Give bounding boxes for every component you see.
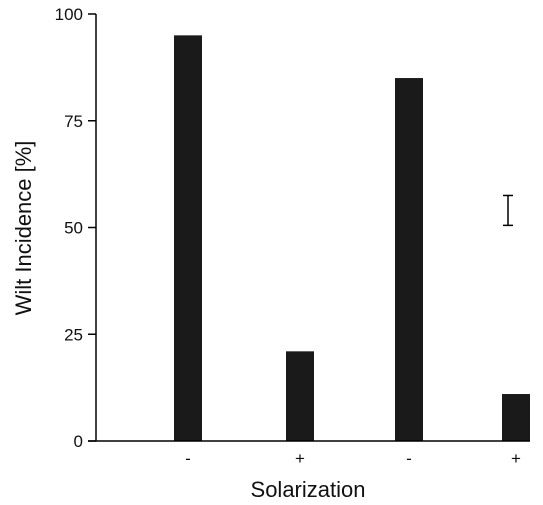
x-axis-title: Solarization — [251, 477, 366, 502]
bar-3 — [395, 78, 423, 442]
x-tick-label: - — [406, 449, 412, 468]
x-tick-label: - — [185, 449, 191, 468]
x-tick-label: + — [511, 449, 521, 468]
y-tick-label: 75 — [64, 112, 83, 131]
bar-4 — [502, 394, 530, 441]
bar-1 — [174, 35, 202, 441]
x-ticks-group: - + - + — [185, 449, 521, 468]
y-axis-title: Wilt Incidence [%] — [11, 141, 36, 316]
bar-2 — [286, 351, 314, 441]
error-bar-group — [503, 194, 513, 227]
y-tick-label: 0 — [74, 432, 83, 451]
y-tick-label: 50 — [64, 219, 83, 238]
y-ticks-group: 0 25 50 75 100 — [55, 5, 96, 451]
bars-group — [174, 35, 530, 442]
y-tick-label: 100 — [55, 5, 83, 24]
y-tick-label: 25 — [64, 325, 83, 344]
x-tick-label: + — [295, 449, 305, 468]
